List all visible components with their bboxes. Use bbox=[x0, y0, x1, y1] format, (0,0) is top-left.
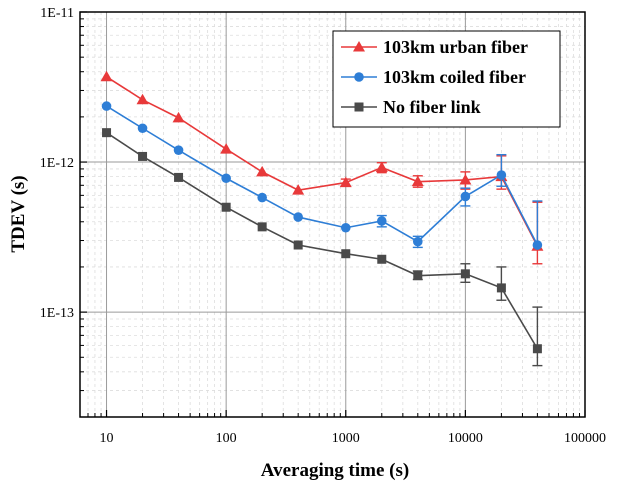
series-layer bbox=[100, 70, 544, 367]
data-point bbox=[413, 271, 423, 281]
data-point bbox=[220, 143, 233, 154]
data-point bbox=[221, 202, 231, 212]
y-tick-label: 1E-12 bbox=[40, 156, 74, 171]
data-point bbox=[174, 172, 184, 182]
data-point bbox=[375, 161, 388, 172]
data-point bbox=[292, 184, 305, 195]
legend-item: 103km coiled fiber bbox=[341, 67, 526, 87]
legend-item: 103km urban fiber bbox=[341, 37, 528, 57]
data-point bbox=[100, 70, 113, 82]
data-point bbox=[172, 111, 185, 123]
x-tick-label: 10000 bbox=[448, 431, 483, 446]
data-point bbox=[136, 93, 149, 105]
y-tick-label: 1E-13 bbox=[40, 306, 74, 321]
data-point bbox=[101, 101, 112, 111]
data-point bbox=[341, 249, 351, 259]
x-tick-label: 100 bbox=[216, 431, 237, 446]
data-point bbox=[257, 222, 267, 232]
data-point bbox=[411, 175, 424, 187]
data-point bbox=[138, 151, 148, 161]
x-axis-title: Averaging time (s) bbox=[261, 460, 409, 481]
data-point bbox=[256, 165, 269, 177]
legend-marker bbox=[354, 72, 364, 82]
series-2 bbox=[102, 128, 543, 367]
data-point bbox=[460, 191, 471, 202]
legend-item: No fiber link bbox=[341, 97, 481, 117]
data-point bbox=[339, 176, 352, 188]
legend-label: No fiber link bbox=[383, 97, 481, 117]
legend: 103km urban fiber 103km coiled fiber No fi… bbox=[332, 30, 561, 128]
data-point bbox=[460, 269, 470, 279]
tick-label-layer: 10 100 1000 10000 100000 1E-13 1E-12 1E-11 bbox=[40, 6, 606, 446]
data-point bbox=[102, 128, 112, 138]
data-point bbox=[532, 240, 543, 250]
data-point bbox=[221, 173, 231, 184]
legend-marker bbox=[353, 41, 365, 52]
data-point bbox=[137, 123, 148, 134]
data-point bbox=[496, 283, 506, 293]
data-point bbox=[496, 170, 507, 180]
data-point bbox=[532, 344, 542, 354]
series-line bbox=[106, 105, 539, 246]
x-tick-label: 1000 bbox=[332, 431, 360, 446]
data-point bbox=[173, 145, 184, 155]
data-point bbox=[293, 212, 303, 222]
x-tick-label: 100000 bbox=[564, 431, 606, 446]
x-tick-label: 10 bbox=[100, 431, 114, 446]
data-point bbox=[340, 222, 351, 233]
tick-layer bbox=[80, 11, 586, 417]
data-point bbox=[459, 173, 472, 185]
data-point bbox=[257, 192, 267, 203]
legend-marker bbox=[354, 102, 364, 112]
plot-frame bbox=[79, 11, 586, 418]
legend-label: 103km urban fiber bbox=[383, 37, 528, 57]
data-point bbox=[377, 254, 387, 264]
y-tick-label: 1E-11 bbox=[40, 6, 74, 21]
data-point bbox=[412, 236, 423, 247]
series-line bbox=[106, 131, 539, 350]
data-point bbox=[293, 240, 303, 250]
series-0 bbox=[100, 70, 544, 265]
y-axis-title: TDEV (s) bbox=[8, 175, 29, 252]
series-line bbox=[106, 76, 539, 247]
data-point bbox=[376, 216, 387, 226]
series-1 bbox=[101, 101, 543, 250]
legend-label: 103km coiled fiber bbox=[383, 67, 526, 87]
